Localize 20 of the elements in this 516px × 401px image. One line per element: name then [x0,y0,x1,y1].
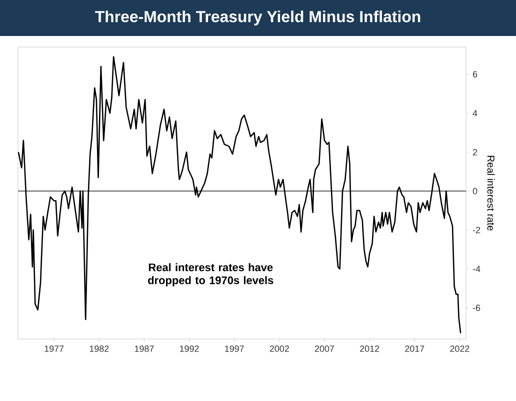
x-tick-label: 1992 [180,346,199,352]
annotation: Real interest rates have dropped to 1970s levels [148,263,274,286]
x-tick-label: 2017 [405,346,424,352]
x-tick-label: 1977 [44,346,64,352]
x-tick-label: 2022 [450,346,470,352]
y-tick-label: 0 [472,188,478,194]
x-tick-label: 2002 [270,346,289,352]
chart-title: Three-Month Treasury Yield Minus Inflation [95,10,420,26]
x-tick-label: 1997 [225,346,244,352]
y-tick-label: -4 [472,266,480,272]
y-tick-label: 4 [472,110,478,116]
y-axis-title: Real interest rate [487,156,495,230]
y-tick-label: -6 [472,304,480,312]
x-tick-label: 1987 [134,346,154,352]
y-tick-label: 2 [472,148,478,156]
x-tick-label: 1982 [90,346,109,352]
y-tick-label: -2 [472,226,480,234]
x-tick-label: 2012 [360,346,380,352]
x-tick-label: 2007 [314,346,334,352]
y-tick-label: 6 [472,71,478,78]
